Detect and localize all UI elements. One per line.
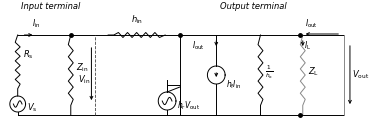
- Text: $I_{\rm in}$: $I_{\rm in}$: [32, 17, 41, 30]
- Text: $I_{\rm out}$: $I_{\rm out}$: [192, 39, 205, 52]
- Text: $V_{\rm in}$: $V_{\rm in}$: [78, 74, 90, 86]
- Text: $h_{\rm f}I_{\rm in}$: $h_{\rm f}I_{\rm in}$: [226, 79, 242, 91]
- Text: $I_{\rm L}$: $I_{\rm L}$: [304, 39, 311, 52]
- Text: $V_{\rm out}$: $V_{\rm out}$: [352, 69, 369, 81]
- Text: Input terminal: Input terminal: [22, 2, 81, 11]
- Text: $I_{\rm out}$: $I_{\rm out}$: [305, 17, 318, 30]
- Text: Output terminal: Output terminal: [220, 2, 287, 11]
- Text: $Z_{\rm L}$: $Z_{\rm L}$: [308, 66, 319, 78]
- Text: $\frac{1}{h_{\rm o}}$: $\frac{1}{h_{\rm o}}$: [265, 63, 274, 81]
- Text: $Z_{\rm in}$: $Z_{\rm in}$: [76, 62, 89, 74]
- Text: $h_{\rm in}$: $h_{\rm in}$: [131, 14, 143, 26]
- Text: $R_{\rm s}$: $R_{\rm s}$: [23, 49, 33, 61]
- Text: $h_{\rm r}V_{\rm out}$: $h_{\rm r}V_{\rm out}$: [177, 100, 200, 112]
- Text: $V_{\rm s}$: $V_{\rm s}$: [26, 102, 37, 114]
